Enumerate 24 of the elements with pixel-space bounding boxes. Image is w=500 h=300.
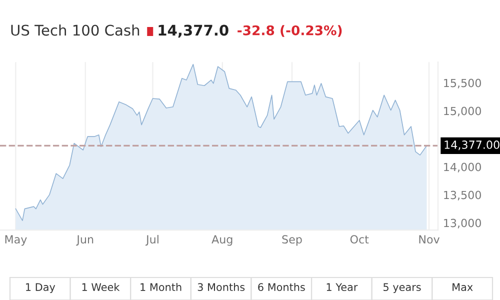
x-tick-label: Oct xyxy=(350,235,369,244)
x-tick-label: Aug xyxy=(212,235,232,246)
text: 6 Months xyxy=(258,282,305,292)
x-tick-label: Jul xyxy=(145,234,158,246)
text: Max xyxy=(452,283,473,292)
y-tick-label: 13,000 xyxy=(444,218,481,228)
text: 1 Year xyxy=(326,283,358,292)
y-tick-label: 13,500 xyxy=(444,190,481,200)
text: 1 Week xyxy=(82,282,120,292)
y-tick-label: 15,500 xyxy=(444,78,481,88)
x-tick-label: Sep xyxy=(282,235,302,246)
chart-title: US Tech 100 Cash xyxy=(11,24,140,36)
x-tick-label: Nov xyxy=(419,235,440,244)
text: -32.8 (-0.23%) xyxy=(238,25,342,37)
text: 1 Day xyxy=(26,283,56,294)
y-tick-label: 15,000 xyxy=(444,106,481,116)
ref-line-label: 14,377.00 xyxy=(444,140,500,150)
text: 3 Months xyxy=(198,282,245,292)
x-tick-label: Jun xyxy=(76,235,94,246)
x-tick-label: May xyxy=(5,235,27,246)
text: 1 Month xyxy=(140,282,182,292)
chart-subtitle: 14,377.0 xyxy=(158,24,228,38)
text: 5 years xyxy=(384,283,421,294)
y-tick-label: 14,000 xyxy=(444,162,481,172)
